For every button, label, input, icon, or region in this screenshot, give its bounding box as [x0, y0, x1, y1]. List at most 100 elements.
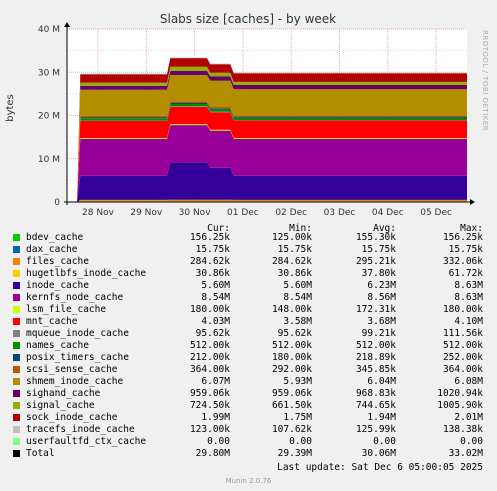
- legend-value: 33.02M: [448, 448, 483, 459]
- legend-swatch: [13, 342, 20, 349]
- legend-name: names_cache: [26, 340, 89, 351]
- legend-value: 8.54M: [201, 292, 230, 303]
- legend-value: 99.21k: [361, 328, 396, 339]
- legend-value: 95.62k: [277, 328, 312, 339]
- x-tick-label: 02 Dec: [275, 208, 307, 218]
- legend-value: 138.38k: [442, 424, 483, 435]
- legend-swatch: [13, 402, 20, 409]
- legend-value: 15.75k: [361, 244, 396, 255]
- legend-swatch: [13, 354, 20, 361]
- x-tick-label: 03 Dec: [324, 208, 356, 218]
- legend-value: 1020.94k: [437, 388, 483, 399]
- legend-swatch: [13, 438, 20, 445]
- chart-area: Slabs size [caches] - by week bytes 0 10 …: [5, 12, 475, 218]
- legend-value: 2.01M: [454, 412, 483, 423]
- legend-name: scsi_sense_cache: [26, 364, 118, 375]
- legend-swatch: [13, 270, 20, 277]
- legend-value: 4.03M: [201, 316, 230, 327]
- legend-value: 744.65k: [355, 400, 396, 411]
- legend-row-mqueue_inode_cache: mqueue_inode_cache 95.62k 95.62k 99.21k 111.…: [0, 328, 497, 340]
- legend-row-sock_inode_cache: sock_inode_cache 1.99M 1.75M 1.94M 2.01M: [0, 412, 497, 424]
- legend-name: userfaultfd_ctx_cache: [26, 436, 147, 447]
- legend-value: 292.00k: [271, 364, 312, 375]
- legend-value: 123.00k: [189, 424, 230, 435]
- legend-row-kernfs_node_cache: kernfs_node_cache 8.54M 8.54M 8.56M 8.63M: [0, 292, 497, 304]
- legend-value: 6.08M: [454, 376, 483, 387]
- legend-swatch: [13, 282, 20, 289]
- legend-row-sighand_cache: sighand_cache 959.06k 959.06k 968.83k 1020.9…: [0, 388, 497, 400]
- area-hugetlbfs_inode_cache: [67, 199, 467, 202]
- legend-value: 125.00k: [271, 232, 312, 243]
- legend-swatch: [13, 258, 20, 265]
- legend-value: 3.58M: [283, 316, 312, 327]
- rrdtool-credit: RRDTOOL / TOBI OETIKER: [481, 30, 489, 132]
- legend-name: kernfs_node_cache: [26, 292, 124, 303]
- legend-swatch: [13, 366, 20, 373]
- area-dax_cache: [67, 201, 467, 202]
- legend-value: 111.56k: [442, 328, 483, 339]
- legend-row-dax_cache: dax_cache 15.75k 15.75k 15.75k 15.75k: [0, 244, 497, 256]
- area-inode_cache: [67, 162, 467, 202]
- legend-value: 30.86k: [195, 268, 230, 279]
- legend-swatch: [13, 378, 20, 385]
- legend-row-userfaultfd_ctx_cache: userfaultfd_ctx_cache 0.00 0.00 0.00 0.00: [0, 436, 497, 448]
- y-axis-label: bytes: [5, 94, 16, 122]
- legend-value: 512.00k: [355, 340, 396, 351]
- legend-value: 6.23M: [367, 280, 396, 291]
- legend-value: 8.56M: [367, 292, 396, 303]
- legend-value: 0.00: [289, 436, 312, 447]
- legend-value: 6.07M: [201, 376, 230, 387]
- legend-value: 180.00k: [271, 352, 312, 363]
- legend-value: 332.06k: [442, 256, 483, 267]
- legend-name: mqueue_inode_cache: [26, 328, 129, 339]
- legend-value: 8.63M: [454, 280, 483, 291]
- legend-value: 295.21k: [355, 256, 396, 267]
- legend-value: 37.80k: [361, 268, 396, 279]
- legend-value: 0.00: [207, 436, 230, 447]
- legend-value: 156.25k: [189, 232, 230, 243]
- legend-value: 8.54M: [283, 292, 312, 303]
- legend-name: mnt_cache: [26, 316, 78, 327]
- area-kernfs_node_cache: [67, 125, 467, 202]
- legend-value: 172.31k: [355, 304, 396, 315]
- legend-value: 661.50k: [271, 400, 312, 411]
- col-min: Min:: [289, 223, 312, 234]
- legend-value: 364.00k: [442, 364, 483, 375]
- legend-swatch: [13, 246, 20, 253]
- legend-row-names_cache: names_cache 512.00k 512.00k 512.00k 512.00k: [0, 340, 497, 352]
- legend-name: posix_timers_cache: [26, 352, 129, 363]
- legend-name: hugetlbfs_inode_cache: [26, 268, 147, 279]
- legend-value: 148.00k: [271, 304, 312, 315]
- legend-row-signal_cache: signal_cache 724.50k 661.50k 744.65k 1005.90…: [0, 400, 497, 412]
- legend-value: 4.10M: [454, 316, 483, 327]
- x-tick-label: 28 Nov: [82, 208, 115, 218]
- legend-row-posix_timers_cache: posix_timers_cache 212.00k 180.00k 218.89k 2…: [0, 352, 497, 364]
- legend-name: bdev_cache: [26, 232, 84, 243]
- y-tick-label: 40 M: [38, 25, 60, 35]
- legend-value: 968.83k: [355, 388, 396, 399]
- legend-value: 218.89k: [355, 352, 396, 363]
- last-update: Last update: Sat Dec 6 05:00:05 2025: [277, 462, 483, 473]
- legend-row-inode_cache: inode_cache 5.60M 5.60M 6.23M 8.63M: [0, 280, 497, 292]
- legend-swatch: [13, 414, 20, 421]
- x-tick-label: 04 Dec: [372, 208, 404, 218]
- legend-row-mnt_cache: mnt_cache 4.03M 3.58M 3.68M 4.10M: [0, 316, 497, 328]
- x-tick-label: 29 Nov: [130, 208, 163, 218]
- legend-value: 6.04M: [367, 376, 396, 387]
- x-tick-label: 30 Nov: [179, 208, 212, 218]
- legend-value: 284.62k: [189, 256, 230, 267]
- x-tick-label: 01 Dec: [227, 208, 259, 218]
- legend-value: 512.00k: [442, 340, 483, 351]
- y-tick-label: 20 M: [38, 112, 60, 122]
- area-shmem_inode_cache: [67, 75, 467, 202]
- area-mnt_cache: [67, 106, 467, 202]
- legend-name: signal_cache: [26, 400, 95, 411]
- legend-value: 512.00k: [271, 340, 312, 351]
- legend-row-shmem_inode_cache: shmem_inode_cache 6.07M 5.93M 6.04M 6.08M: [0, 376, 497, 388]
- legend-value: 61.72k: [448, 268, 483, 279]
- legend-row-hugetlbfs_inode_cache: hugetlbfs_inode_cache 30.86k 30.86k 37.80k 6…: [0, 268, 497, 280]
- chart-title: Slabs size [caches] - by week: [160, 12, 336, 26]
- legend-swatch: [13, 426, 20, 433]
- legend-row-lsm_file_cache: lsm_file_cache 180.00k 148.00k 172.31k 180.0…: [0, 304, 497, 316]
- legend-value: 959.06k: [189, 388, 230, 399]
